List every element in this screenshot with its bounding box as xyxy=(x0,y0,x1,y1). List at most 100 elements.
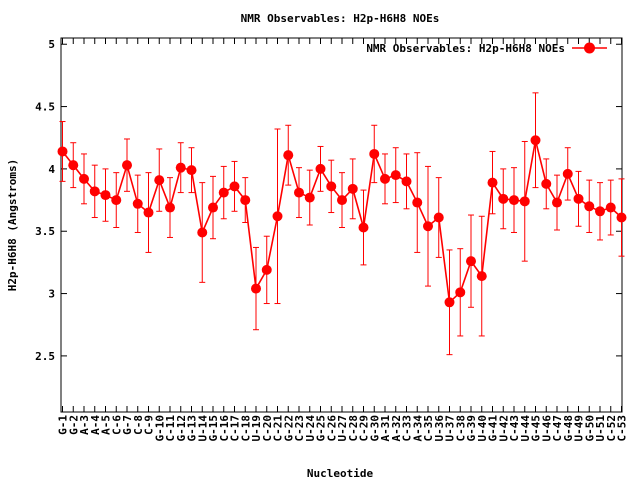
x-tick-label: G-41 xyxy=(487,415,500,442)
data-point xyxy=(476,271,487,282)
x-tick-label: U-24 xyxy=(304,415,317,442)
x-tick-label: A-32 xyxy=(390,415,403,442)
data-point xyxy=(186,165,197,176)
y-axis-label: H2p-H6H8 (Angstroms) xyxy=(6,159,19,291)
x-tick-label: U-19 xyxy=(250,415,263,442)
x-tick-label: C-16 xyxy=(218,415,231,442)
data-point xyxy=(111,195,122,206)
data-point xyxy=(444,297,455,308)
data-point xyxy=(412,197,423,208)
data-point xyxy=(100,190,111,201)
data-point xyxy=(584,201,595,212)
y-tick-label: 3 xyxy=(48,288,55,301)
data-point xyxy=(315,163,326,174)
data-point xyxy=(519,196,530,207)
data-point xyxy=(143,207,154,218)
x-tick-label: C-20 xyxy=(261,415,274,442)
data-point xyxy=(175,162,186,173)
x-tick-label: C-43 xyxy=(508,415,521,442)
x-tick-label: C-33 xyxy=(401,415,414,442)
data-point xyxy=(487,177,498,188)
x-tick-label: A-31 xyxy=(379,415,392,442)
x-tick-label: G-30 xyxy=(368,415,381,442)
data-point xyxy=(573,193,584,204)
x-tick-label: C-26 xyxy=(325,415,338,442)
x-tick-label: C-11 xyxy=(164,415,177,442)
x-tick-label: G-1 xyxy=(57,415,70,435)
data-point xyxy=(616,212,627,223)
x-tick-label: A-3 xyxy=(78,415,91,435)
y-axis: 2.5 3 3.5 4 4.5 5 xyxy=(35,38,622,363)
x-tick-label: U-51 xyxy=(594,415,607,442)
data-point xyxy=(326,181,337,192)
x-tick-label: G-45 xyxy=(530,415,543,442)
y-tick-label: 3.5 xyxy=(35,225,55,238)
legend-marker xyxy=(584,42,595,54)
x-tick-label: C-17 xyxy=(229,415,242,442)
x-tick-label: C-53 xyxy=(616,415,629,442)
y-tick-label: 4 xyxy=(48,163,55,176)
data-point xyxy=(197,227,208,238)
x-tick-label: C-38 xyxy=(454,415,467,442)
x-tick-label: C-52 xyxy=(605,415,618,442)
x-tick-label: C-9 xyxy=(143,415,156,435)
data-point xyxy=(57,146,68,157)
data-point xyxy=(530,135,541,146)
data-point xyxy=(541,178,552,189)
data-point xyxy=(347,183,358,194)
data-point xyxy=(294,187,304,198)
x-tick-label: C-28 xyxy=(347,415,360,442)
x-tick-label: U-49 xyxy=(573,415,586,442)
y-tick-label: 5 xyxy=(48,38,55,51)
data-point xyxy=(79,173,89,184)
x-tick-label: C-29 xyxy=(358,415,371,442)
data-point xyxy=(229,181,240,192)
x-tick-label: G-25 xyxy=(315,415,328,442)
data-point xyxy=(455,287,466,298)
x-tick-label: U-27 xyxy=(336,415,349,442)
x-tick-label: G-22 xyxy=(282,415,295,442)
data-point xyxy=(165,202,175,213)
data-point xyxy=(304,192,315,203)
x-tick-label: G-13 xyxy=(186,415,199,442)
data-point xyxy=(337,195,347,206)
x-tick-label: U-46 xyxy=(540,415,553,442)
x-axis-label: Nucleotide xyxy=(307,467,374,480)
x-tick-label: G-15 xyxy=(207,415,220,442)
data-point xyxy=(272,211,283,222)
data-point xyxy=(390,170,401,181)
x-tick-label: G-2 xyxy=(67,415,80,435)
y-tick-label: 2.5 xyxy=(35,350,55,363)
data-point xyxy=(208,202,218,213)
data-point xyxy=(132,198,143,209)
x-tick-label: C-35 xyxy=(422,415,435,442)
data-point xyxy=(283,150,294,161)
data-point xyxy=(562,168,573,179)
data-point xyxy=(251,283,261,294)
data-point xyxy=(595,206,605,217)
x-tick-label: G-50 xyxy=(583,415,596,442)
x-tick-label: A-5 xyxy=(100,415,113,435)
data-point xyxy=(218,187,229,198)
data-point xyxy=(261,264,272,275)
x-tick-label: C-18 xyxy=(239,415,252,442)
data-point xyxy=(605,202,616,213)
chart-title: NMR Observables: H2p-H6H8 NOEs xyxy=(241,12,440,25)
x-tick-label: C-47 xyxy=(551,415,564,442)
data-point xyxy=(358,222,369,233)
legend-label: NMR Observables: H2p-H6H8 NOEs xyxy=(366,42,565,55)
data-point xyxy=(240,195,251,206)
error-bars xyxy=(59,92,625,356)
data-point xyxy=(154,175,165,186)
data-point xyxy=(433,212,444,223)
x-tick-label: C-6 xyxy=(110,415,123,435)
x-tick-label: A-34 xyxy=(411,415,424,442)
data-points xyxy=(57,135,627,308)
x-tick-label: U-44 xyxy=(519,415,532,442)
data-point xyxy=(68,160,79,171)
x-tick-label: A-4 xyxy=(89,415,102,435)
x-tick-label: U-42 xyxy=(497,415,510,442)
x-tick-label: C-23 xyxy=(293,415,306,442)
x-tick-label: C-8 xyxy=(132,415,145,435)
